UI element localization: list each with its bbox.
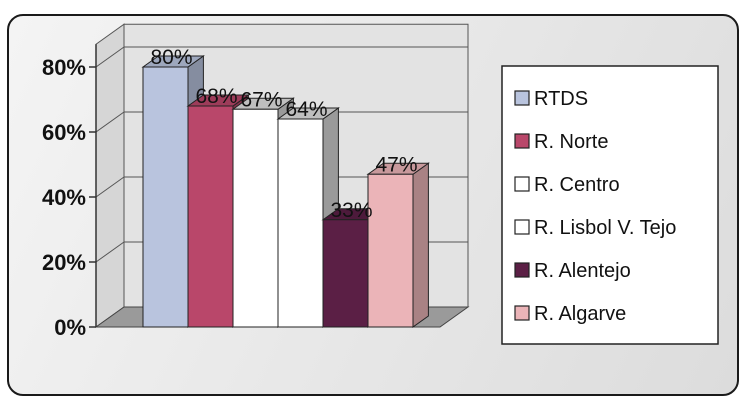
bar-side — [413, 163, 428, 327]
side-wall — [96, 24, 124, 327]
data-label: 67% — [240, 88, 282, 111]
legend-label: RTDS — [534, 88, 588, 110]
y-tick-label: 80% — [42, 55, 86, 80]
data-label: 47% — [375, 153, 417, 176]
legend-label: R. Norte — [534, 131, 608, 153]
bar-front — [188, 106, 233, 327]
legend-swatch — [515, 91, 529, 105]
bar-front — [323, 220, 368, 327]
data-label: 80% — [150, 46, 192, 69]
y-tick-label: 0% — [54, 315, 86, 340]
legend-swatch — [515, 306, 529, 320]
legend-swatch — [515, 220, 529, 234]
bar-front — [143, 67, 188, 327]
y-axis: 0% 20% 40% 60% 80% — [42, 44, 96, 340]
bar-front — [233, 109, 278, 327]
legend: RTDS R. Norte R. Centro R. Lisbol V. Tejo R.… — [502, 66, 718, 344]
data-label: 64% — [285, 98, 327, 121]
legend-swatch — [515, 134, 529, 148]
y-tick-label: 40% — [42, 185, 86, 210]
y-tick-label: 60% — [42, 120, 86, 145]
data-label: 33% — [330, 199, 372, 222]
data-label: 68% — [195, 85, 237, 108]
legend-label: R. Centro — [534, 174, 620, 196]
y-tick-label: 20% — [42, 250, 86, 275]
legend-label: R. Lisbol V. Tejo — [534, 217, 676, 239]
bar-front — [368, 174, 413, 327]
bar-front — [278, 119, 323, 327]
legend-label: R. Alentejo — [534, 260, 631, 282]
legend-label: R. Algarve — [534, 303, 626, 325]
bar — [368, 163, 428, 327]
legend-swatch — [515, 263, 529, 277]
legend-swatch — [515, 177, 529, 191]
